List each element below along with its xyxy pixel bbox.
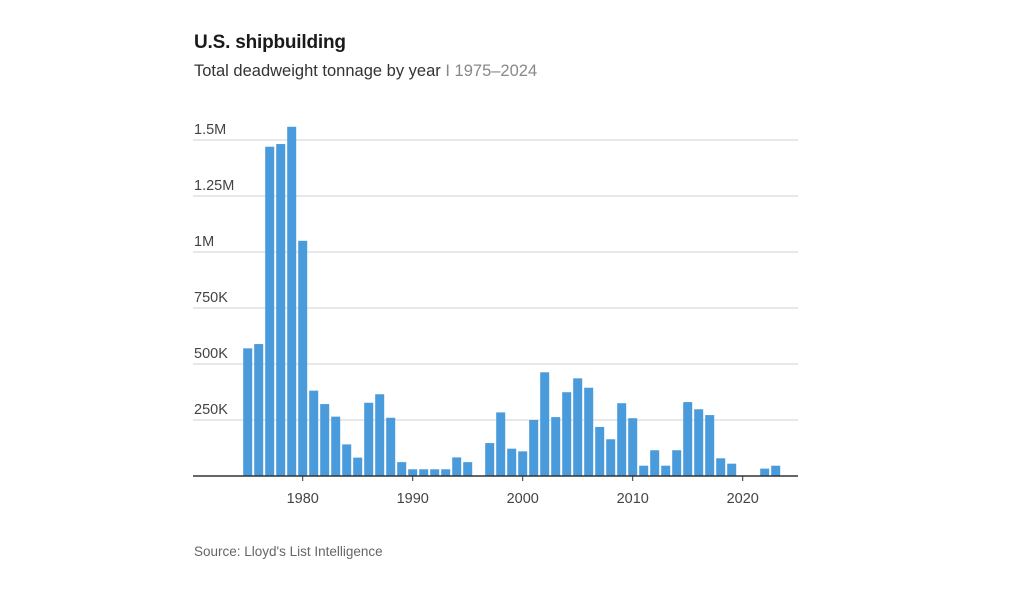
bar-1999 xyxy=(507,448,517,476)
bar-1987 xyxy=(375,394,385,476)
bar-1988 xyxy=(386,417,396,476)
bar-1993 xyxy=(441,469,451,476)
bar-1977 xyxy=(265,146,275,476)
x-tick-label: 2020 xyxy=(727,491,759,507)
bar-1995 xyxy=(463,462,473,476)
y-tick-label: 750K xyxy=(194,290,228,306)
bar-2000 xyxy=(518,451,528,476)
chart-title: U.S. shipbuilding xyxy=(194,32,346,53)
bar-1983 xyxy=(331,416,341,476)
bar-2004 xyxy=(562,392,572,476)
bar-2006 xyxy=(584,387,594,476)
bar-1981 xyxy=(309,390,319,476)
bar-1976 xyxy=(254,344,264,476)
bar-2018 xyxy=(716,458,726,476)
x-axis: 1980 1990 2000 2010 2020 xyxy=(193,475,798,507)
chart-subtitle: Total deadweight tonnage by year I 1975–… xyxy=(194,62,537,81)
bar-1985 xyxy=(353,457,363,476)
bar-2003 xyxy=(551,417,561,476)
x-tick-label: 2010 xyxy=(617,491,649,507)
bar-2016 xyxy=(694,409,704,476)
bar-2001 xyxy=(529,420,539,476)
bar-2013 xyxy=(661,465,671,476)
bar-2017 xyxy=(705,415,715,476)
bar-1992 xyxy=(430,469,440,476)
bar-1994 xyxy=(452,457,462,476)
bar-2010 xyxy=(628,418,638,476)
bar-1986 xyxy=(364,402,374,476)
y-tick-label: 1.5M xyxy=(194,122,226,138)
y-tick-label: 500K xyxy=(194,346,228,362)
bar-2002 xyxy=(540,372,550,476)
bar-1979 xyxy=(287,126,297,476)
bar-2022 xyxy=(760,468,770,476)
bar-1991 xyxy=(419,469,429,476)
bar-1998 xyxy=(496,412,506,476)
bar-2009 xyxy=(617,403,627,476)
bar-1990 xyxy=(408,469,418,476)
bar-2005 xyxy=(573,378,583,476)
subtitle-text: Total deadweight tonnage by year xyxy=(194,62,441,80)
y-tick-label: 250K xyxy=(194,402,228,418)
x-tick-label: 2000 xyxy=(507,491,539,507)
bar-2007 xyxy=(595,426,605,476)
x-tick-label: 1990 xyxy=(397,491,429,507)
source-note: Source: Lloyd's List Intelligence xyxy=(194,544,383,559)
bar-2015 xyxy=(683,402,693,476)
bar-1989 xyxy=(397,462,407,476)
y-tick-label: 1M xyxy=(194,234,214,250)
bar-1984 xyxy=(342,444,352,476)
bar-1997 xyxy=(485,443,495,476)
y-axis-labels: 250K 500K 750K 1M 1.25M 1.5M xyxy=(194,122,234,418)
bar-2023 xyxy=(771,465,781,476)
bars xyxy=(243,126,781,477)
bar-2014 xyxy=(672,450,682,476)
bar-2008 xyxy=(606,439,616,476)
bar-2012 xyxy=(650,450,660,476)
subtitle-separator: I xyxy=(445,62,450,80)
bar-1975 xyxy=(243,348,253,476)
bar-1980 xyxy=(298,240,308,476)
bar-1982 xyxy=(320,404,330,476)
bar-2011 xyxy=(639,465,649,476)
subtitle-range: 1975–2024 xyxy=(454,62,538,80)
bar-2019 xyxy=(727,463,737,476)
bar-1978 xyxy=(276,144,286,477)
x-tick-label: 1980 xyxy=(287,491,319,507)
y-tick-label: 1.25M xyxy=(194,178,234,194)
